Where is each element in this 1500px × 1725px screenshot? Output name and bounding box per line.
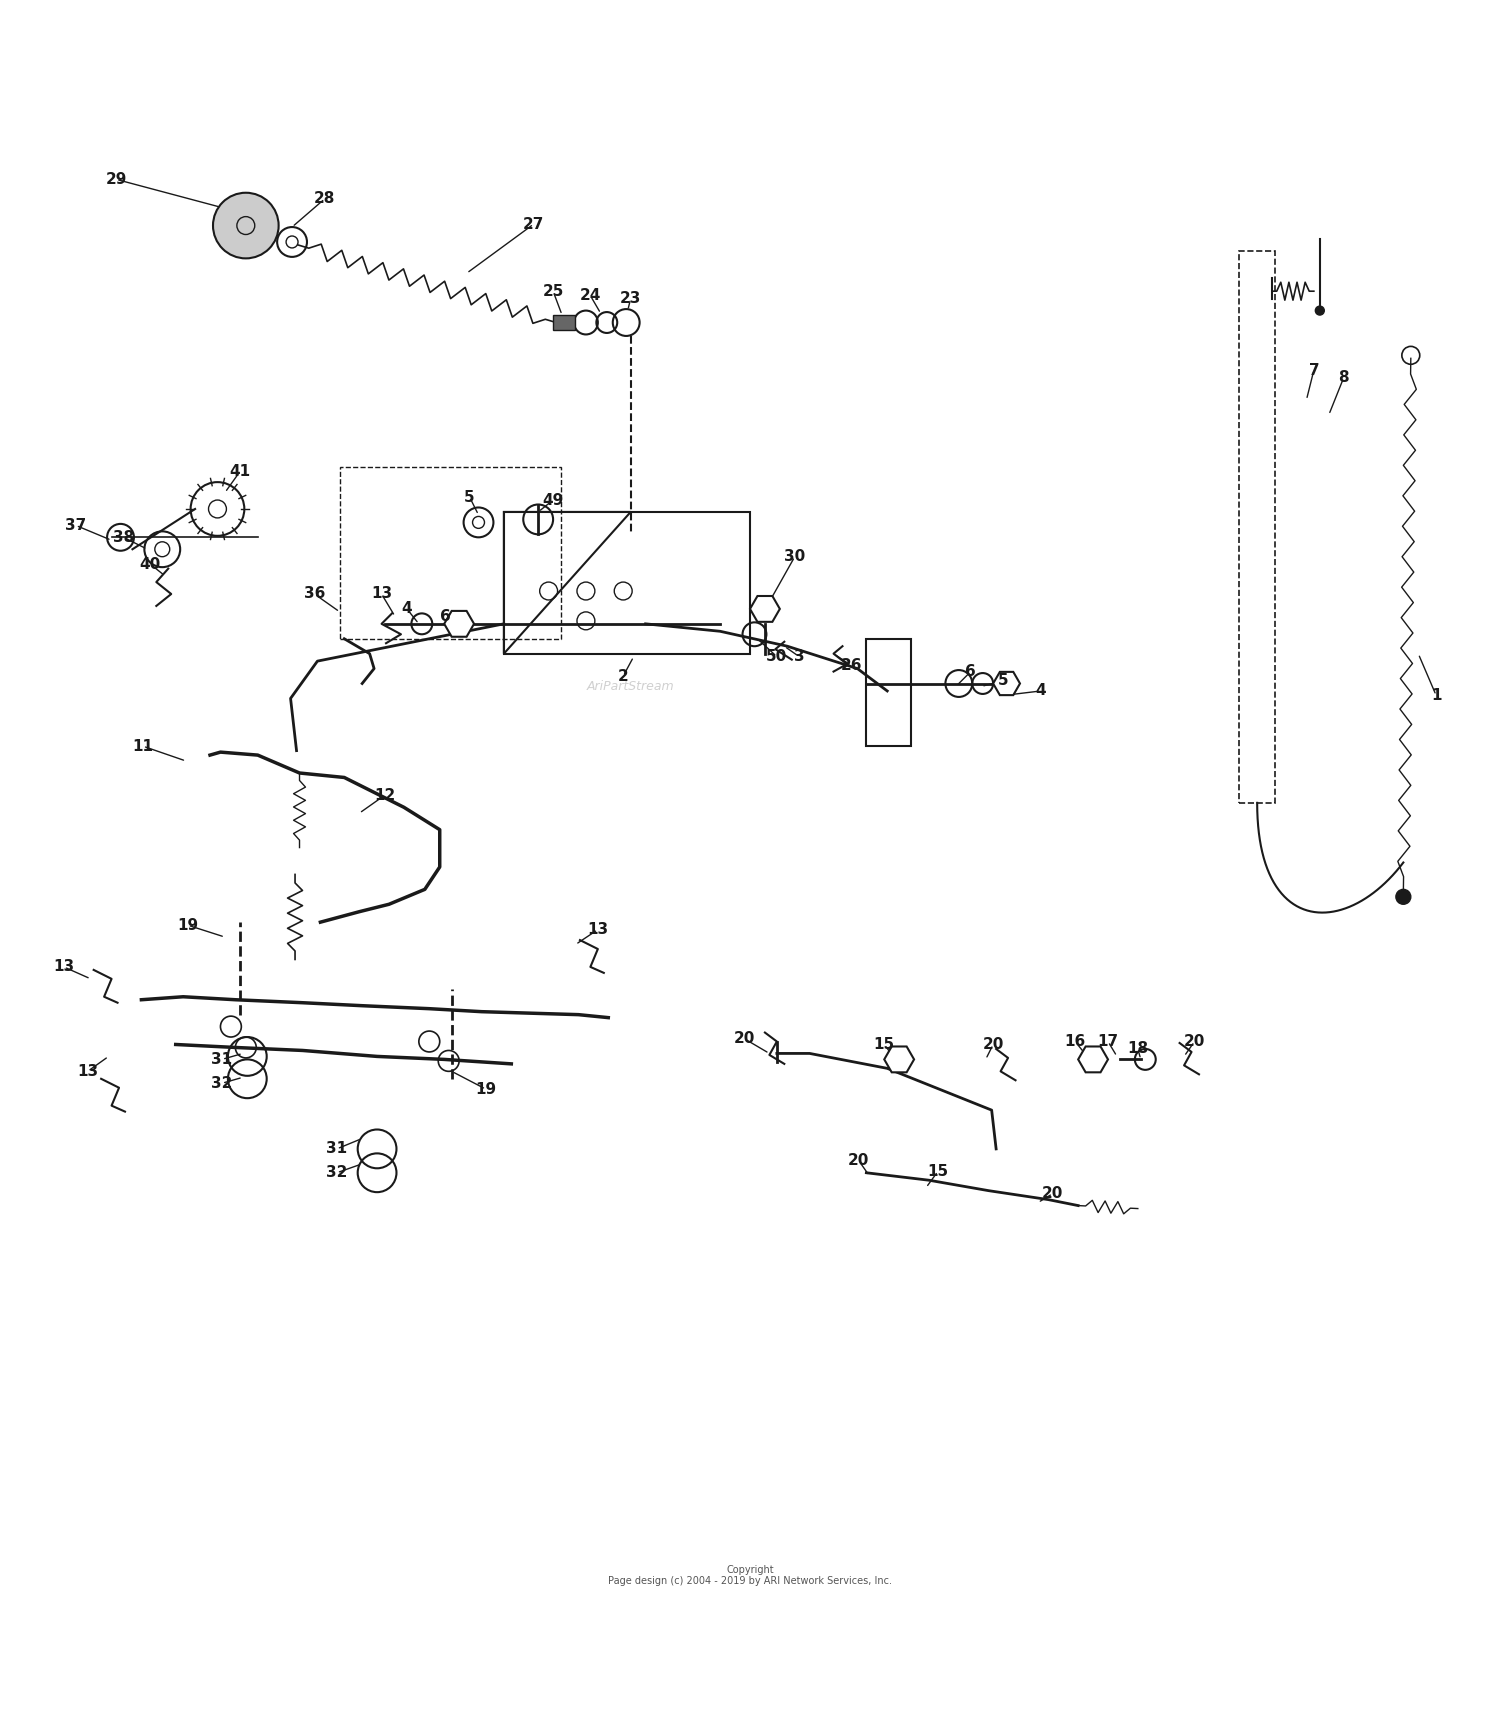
Text: 13: 13 bbox=[588, 923, 609, 937]
Polygon shape bbox=[884, 1047, 914, 1073]
Text: AriPartStream: AriPartStream bbox=[586, 680, 675, 693]
Text: 20: 20 bbox=[734, 1032, 754, 1045]
Circle shape bbox=[213, 193, 279, 259]
Text: 4: 4 bbox=[1035, 683, 1046, 699]
Text: 5: 5 bbox=[999, 673, 1010, 688]
Text: 49: 49 bbox=[543, 493, 564, 507]
Text: 13: 13 bbox=[54, 959, 75, 975]
Text: 32: 32 bbox=[211, 1076, 232, 1090]
Text: 19: 19 bbox=[177, 918, 198, 933]
Polygon shape bbox=[1078, 1047, 1108, 1073]
Text: 20: 20 bbox=[847, 1154, 870, 1168]
Text: 38: 38 bbox=[112, 530, 134, 545]
Text: 8: 8 bbox=[1338, 371, 1348, 385]
Circle shape bbox=[1316, 305, 1324, 316]
Text: 24: 24 bbox=[579, 288, 602, 304]
Text: 12: 12 bbox=[374, 788, 394, 802]
Text: 31: 31 bbox=[211, 1052, 232, 1066]
Circle shape bbox=[1396, 890, 1411, 904]
Text: 13: 13 bbox=[370, 586, 392, 602]
Polygon shape bbox=[444, 611, 474, 637]
Text: 23: 23 bbox=[620, 292, 642, 305]
Text: 4: 4 bbox=[402, 602, 412, 616]
Text: 2: 2 bbox=[618, 669, 628, 683]
Text: 16: 16 bbox=[1065, 1033, 1086, 1049]
Bar bbox=[504, 512, 750, 654]
Text: 32: 32 bbox=[326, 1166, 348, 1180]
Text: 20: 20 bbox=[1184, 1033, 1204, 1049]
Text: 6: 6 bbox=[966, 664, 976, 680]
Text: 37: 37 bbox=[64, 518, 87, 533]
Text: 18: 18 bbox=[1128, 1042, 1149, 1056]
Text: 40: 40 bbox=[140, 557, 160, 571]
Text: 29: 29 bbox=[105, 172, 126, 186]
Polygon shape bbox=[750, 597, 780, 621]
Text: 31: 31 bbox=[326, 1142, 348, 1156]
Text: 27: 27 bbox=[524, 217, 544, 231]
Text: 25: 25 bbox=[543, 283, 564, 298]
Text: 6: 6 bbox=[441, 609, 452, 624]
Text: 15: 15 bbox=[927, 1164, 948, 1178]
Text: 41: 41 bbox=[230, 464, 251, 480]
Text: 15: 15 bbox=[873, 1037, 895, 1052]
Text: 26: 26 bbox=[840, 659, 862, 673]
Text: 17: 17 bbox=[1098, 1033, 1119, 1049]
Text: 13: 13 bbox=[76, 1064, 99, 1078]
Bar bbox=[340, 467, 561, 638]
Bar bbox=[554, 316, 576, 329]
Text: 19: 19 bbox=[476, 1082, 496, 1097]
Text: 5: 5 bbox=[465, 490, 476, 504]
Bar bbox=[867, 638, 910, 747]
Text: 20: 20 bbox=[1042, 1187, 1064, 1201]
Polygon shape bbox=[993, 671, 1020, 695]
Text: 3: 3 bbox=[794, 649, 804, 664]
Text: 11: 11 bbox=[132, 738, 153, 754]
Text: 1: 1 bbox=[1431, 688, 1442, 702]
Text: Copyright
Page design (c) 2004 - 2019 by ARI Network Services, Inc.: Copyright Page design (c) 2004 - 2019 by… bbox=[608, 1565, 892, 1587]
Text: 36: 36 bbox=[303, 586, 326, 602]
Text: 30: 30 bbox=[784, 549, 806, 564]
Text: 20: 20 bbox=[982, 1037, 1004, 1052]
Bar bbox=[1239, 250, 1275, 802]
Text: 7: 7 bbox=[1308, 362, 1318, 378]
Text: 50: 50 bbox=[766, 649, 788, 664]
Text: 28: 28 bbox=[314, 191, 336, 207]
